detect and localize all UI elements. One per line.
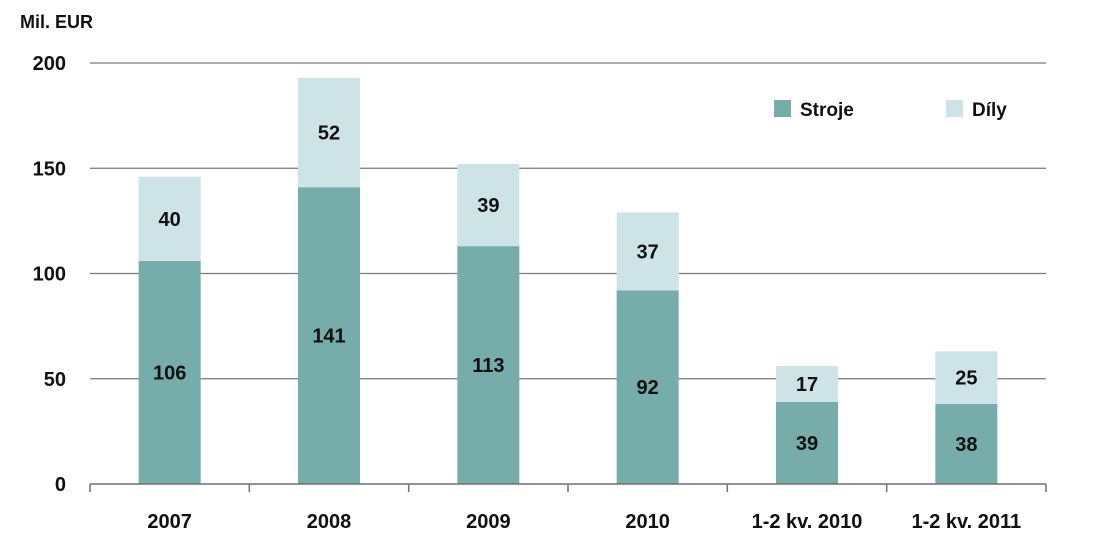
- y-tick-label-150: 150: [33, 158, 66, 180]
- data-label-dily-0: 40: [159, 209, 181, 231]
- legend-label-0: Stroje: [800, 100, 854, 121]
- y-tick-label-200: 200: [33, 53, 66, 75]
- data-label-dily-3: 37: [637, 241, 659, 263]
- bar-dily-3: [616, 212, 679, 291]
- data-label-dily-5: 25: [955, 368, 977, 390]
- bar-stroje-2: [457, 246, 520, 484]
- data-label-stroje-5: 38: [955, 434, 977, 456]
- bar-dily-4: [776, 366, 838, 402]
- x-axis: 2007 2008 2009 2010 1-2 kv. 2010 1-2 kv. 2011: [89, 483, 1047, 533]
- y-axis-ticks: 0 50 100 150 200: [33, 53, 66, 496]
- bar-stroje-4: [776, 401, 838, 484]
- bar-dily-5: [935, 351, 998, 405]
- bar-stroje-0: [138, 260, 201, 484]
- data-label-stroje-3: 92: [637, 377, 659, 399]
- legend-swatch-1: [946, 100, 963, 117]
- x-tick-label-4: 1-2 kv. 2010: [752, 511, 863, 533]
- y-tick-label-100: 100: [33, 264, 66, 286]
- y-axis-unit-label: Mil. EUR: [20, 12, 93, 32]
- data-label-stroje-1: 141: [312, 326, 345, 348]
- legend: Stroje Díly: [774, 100, 1007, 121]
- x-tick-label-3: 2010: [625, 511, 670, 533]
- gridlines: [90, 62, 1046, 380]
- bar-stroje-1: [298, 187, 360, 484]
- data-label-stroje-4: 39: [796, 433, 818, 455]
- x-tick-label-2: 2009: [466, 511, 511, 533]
- x-tick-label-1: 2008: [307, 511, 352, 533]
- y-tick-label-50: 50: [44, 369, 66, 391]
- data-label-dily-4: 17: [796, 374, 818, 396]
- data-label-dily-2: 39: [477, 195, 499, 217]
- legend-swatch-0: [774, 100, 791, 117]
- bar-stroje-5: [935, 404, 998, 484]
- bars: 106 40 141 52 113 39 92 37 39 17 38 25: [138, 77, 998, 484]
- data-label-stroje-0: 106: [153, 362, 186, 384]
- x-tick-label-5: 1-2 kv. 2011: [911, 511, 1021, 533]
- legend-label-1: Díly: [972, 100, 1007, 121]
- data-label-stroje-2: 113: [472, 355, 504, 377]
- y-tick-label-0: 0: [55, 474, 66, 496]
- bar-dily-1: [298, 77, 360, 188]
- data-label-dily-1: 52: [318, 122, 340, 144]
- bar-stroje-3: [616, 290, 679, 484]
- bar-dily-0: [138, 176, 201, 261]
- bar-dily-2: [457, 164, 520, 247]
- x-tick-label-0: 2007: [147, 511, 192, 533]
